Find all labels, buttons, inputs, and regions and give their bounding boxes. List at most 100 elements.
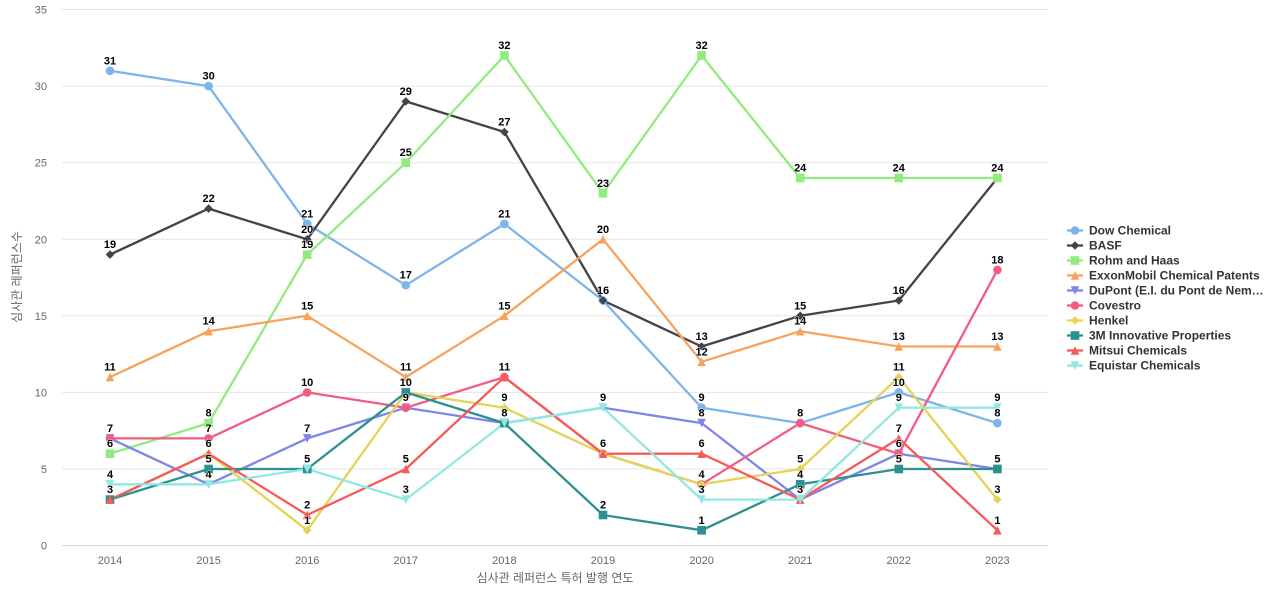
svg-text:4: 4 (206, 469, 213, 481)
svg-text:9: 9 (501, 392, 507, 404)
svg-text:18: 18 (991, 254, 1003, 266)
svg-text:12: 12 (695, 346, 707, 358)
svg-text:Equistar Chemicals: Equistar Chemicals (1089, 359, 1201, 373)
svg-text:5: 5 (41, 464, 47, 476)
svg-text:30: 30 (202, 71, 214, 83)
svg-text:9: 9 (896, 392, 902, 404)
svg-text:8: 8 (699, 408, 705, 420)
svg-text:19: 19 (301, 239, 313, 251)
svg-text:심사관 레퍼런스 특허 발행 연도: 심사관 레퍼런스 특허 발행 연도 (477, 570, 634, 585)
svg-text:9: 9 (994, 392, 1000, 404)
svg-text:Covestro: Covestro (1089, 299, 1141, 313)
svg-text:2021: 2021 (788, 555, 812, 567)
svg-text:32: 32 (695, 40, 707, 52)
svg-text:7: 7 (896, 423, 902, 435)
svg-text:25: 25 (35, 158, 47, 170)
svg-text:7: 7 (206, 423, 212, 435)
svg-text:25: 25 (400, 147, 412, 159)
svg-text:11: 11 (893, 362, 905, 374)
svg-text:6: 6 (699, 438, 705, 450)
svg-text:3: 3 (403, 484, 409, 496)
svg-text:8: 8 (206, 408, 212, 420)
svg-text:14: 14 (202, 316, 215, 328)
svg-text:17: 17 (400, 270, 412, 282)
svg-text:2018: 2018 (492, 555, 516, 567)
svg-text:14: 14 (794, 316, 807, 328)
svg-text:10: 10 (400, 377, 412, 389)
svg-text:35: 35 (35, 5, 47, 17)
svg-text:19: 19 (104, 239, 116, 251)
svg-text:5: 5 (797, 454, 803, 466)
svg-text:10: 10 (301, 377, 313, 389)
svg-text:3: 3 (994, 484, 1000, 496)
svg-text:15: 15 (35, 311, 47, 323)
svg-text:1: 1 (699, 515, 705, 527)
svg-text:20: 20 (301, 224, 313, 236)
svg-text:2016: 2016 (295, 555, 319, 567)
svg-text:Henkel: Henkel (1089, 314, 1128, 328)
svg-text:DuPont (E.I. du Pont de Nem…: DuPont (E.I. du Pont de Nem… (1089, 284, 1264, 298)
svg-text:Dow Chemical: Dow Chemical (1089, 224, 1171, 238)
svg-text:8: 8 (501, 408, 507, 420)
svg-text:4: 4 (107, 469, 114, 481)
svg-text:2020: 2020 (689, 555, 713, 567)
svg-text:5: 5 (896, 454, 902, 466)
svg-text:심사관 레퍼런스수: 심사관 레퍼런스수 (10, 231, 24, 323)
svg-text:29: 29 (400, 86, 412, 98)
svg-text:11: 11 (499, 362, 511, 374)
svg-text:31: 31 (104, 55, 116, 67)
svg-text:2: 2 (600, 500, 606, 512)
svg-text:5: 5 (304, 454, 310, 466)
svg-text:15: 15 (794, 300, 806, 312)
svg-text:15: 15 (301, 300, 313, 312)
svg-text:16: 16 (893, 285, 905, 297)
svg-text:6: 6 (107, 438, 113, 450)
svg-text:32: 32 (498, 40, 510, 52)
svg-text:9: 9 (699, 392, 705, 404)
svg-text:22: 22 (202, 193, 214, 205)
svg-text:0: 0 (41, 541, 47, 553)
svg-text:3: 3 (797, 484, 803, 496)
svg-text:6: 6 (206, 438, 212, 450)
svg-text:9: 9 (403, 392, 409, 404)
svg-text:BASF: BASF (1089, 239, 1122, 253)
svg-text:24: 24 (991, 163, 1004, 175)
svg-text:30: 30 (35, 81, 47, 93)
svg-text:13: 13 (991, 331, 1003, 343)
svg-text:15: 15 (498, 300, 510, 312)
svg-text:24: 24 (893, 163, 906, 175)
svg-text:2: 2 (304, 500, 310, 512)
svg-text:21: 21 (498, 208, 510, 220)
svg-text:3M Innovative Properties: 3M Innovative Properties (1089, 329, 1231, 343)
svg-text:16: 16 (597, 285, 609, 297)
svg-text:10: 10 (893, 377, 905, 389)
svg-text:5: 5 (403, 454, 409, 466)
svg-text:23: 23 (597, 178, 609, 190)
svg-text:4: 4 (699, 469, 706, 481)
svg-text:5: 5 (206, 454, 212, 466)
svg-text:9: 9 (600, 392, 606, 404)
svg-text:20: 20 (597, 224, 609, 236)
svg-text:7: 7 (107, 423, 113, 435)
svg-text:ExxonMobil Chemical Patents: ExxonMobil Chemical Patents (1089, 269, 1260, 283)
svg-text:7: 7 (304, 423, 310, 435)
svg-text:4: 4 (797, 469, 804, 481)
svg-text:1: 1 (994, 515, 1000, 527)
svg-text:3: 3 (699, 484, 705, 496)
svg-text:Mitsui Chemicals: Mitsui Chemicals (1089, 344, 1187, 358)
svg-text:5: 5 (994, 454, 1000, 466)
svg-text:24: 24 (794, 163, 807, 175)
svg-text:10: 10 (35, 387, 47, 399)
svg-text:6: 6 (600, 438, 606, 450)
svg-text:11: 11 (400, 362, 412, 374)
svg-text:11: 11 (104, 362, 116, 374)
svg-text:8: 8 (797, 408, 803, 420)
svg-text:13: 13 (893, 331, 905, 343)
svg-text:2015: 2015 (196, 555, 220, 567)
svg-text:2019: 2019 (591, 555, 615, 567)
svg-text:Rohm and Haas: Rohm and Haas (1089, 254, 1180, 268)
svg-text:2017: 2017 (394, 555, 418, 567)
svg-text:21: 21 (301, 208, 313, 220)
svg-text:20: 20 (35, 234, 47, 246)
svg-text:13: 13 (695, 331, 707, 343)
